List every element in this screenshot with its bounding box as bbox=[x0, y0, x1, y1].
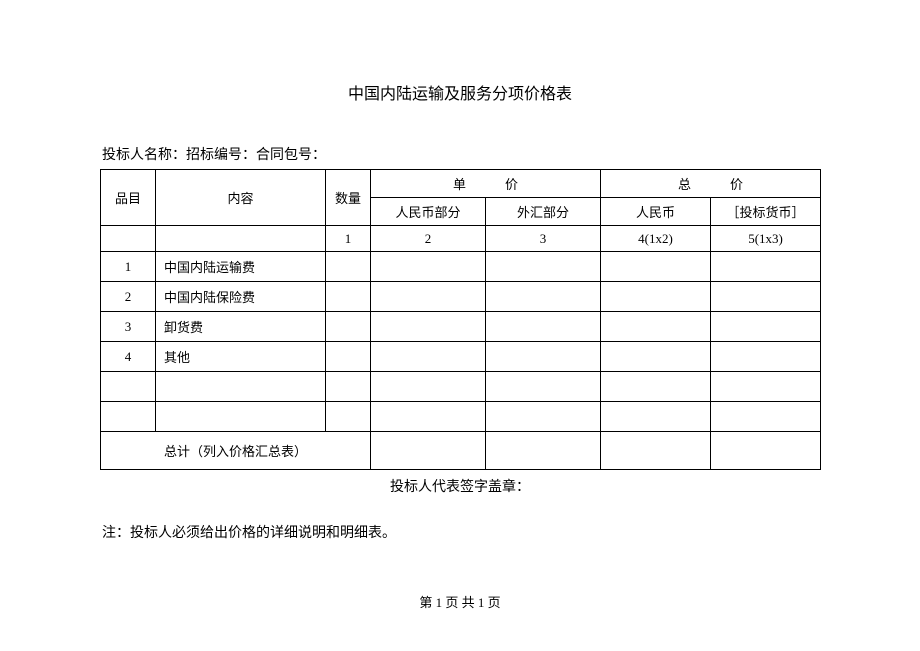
header-content: 内容 bbox=[156, 170, 326, 226]
row-total-rmb bbox=[601, 252, 711, 282]
row-total-bid bbox=[711, 372, 821, 402]
table-row: 2 中国内陆保险费 bbox=[101, 282, 821, 312]
row-qty bbox=[326, 402, 371, 432]
table-row: 4 其他 bbox=[101, 342, 821, 372]
header-unit-rmb: 人民币部分 bbox=[371, 198, 486, 226]
table-row bbox=[101, 402, 821, 432]
row-qty bbox=[326, 372, 371, 402]
total-unit-rmb bbox=[371, 432, 486, 470]
total-unit-fx bbox=[486, 432, 601, 470]
header-unit-price: 单 价 bbox=[371, 170, 601, 198]
signature-line: 投标人代表签字盖章： bbox=[100, 476, 820, 496]
subcol-total-rmb: 4(1x2) bbox=[601, 226, 711, 252]
row-total-rmb bbox=[601, 312, 711, 342]
row-total-rmb bbox=[601, 282, 711, 312]
row-total-bid bbox=[711, 282, 821, 312]
row-content: 中国内陆保险费 bbox=[156, 282, 326, 312]
row-idx bbox=[101, 402, 156, 432]
subcol-total-bid: 5(1x3) bbox=[711, 226, 821, 252]
row-unit-fx bbox=[486, 282, 601, 312]
row-content bbox=[156, 372, 326, 402]
page-footer: 第 1 页 共 1 页 bbox=[0, 592, 920, 611]
subcol-qty: 1 bbox=[326, 226, 371, 252]
row-unit-rmb bbox=[371, 402, 486, 432]
row-idx: 2 bbox=[101, 282, 156, 312]
table-row: 3 卸货费 bbox=[101, 312, 821, 342]
row-content: 中国内陆运输费 bbox=[156, 252, 326, 282]
row-qty bbox=[326, 252, 371, 282]
row-unit-fx bbox=[486, 342, 601, 372]
price-table: 品目 内容 数量 单 价 总 价 人民币部分 外汇部分 人民币 ［投标货币］ 1… bbox=[100, 169, 821, 470]
row-total-bid bbox=[711, 342, 821, 372]
row-qty bbox=[326, 342, 371, 372]
header-unit-fx: 外汇部分 bbox=[486, 198, 601, 226]
row-unit-rmb bbox=[371, 312, 486, 342]
header-row-3: 1 2 3 4(1x2) 5(1x3) bbox=[101, 226, 821, 252]
row-total-bid bbox=[711, 312, 821, 342]
total-total-rmb bbox=[601, 432, 711, 470]
header-total-rmb: 人民币 bbox=[601, 198, 711, 226]
row-unit-fx bbox=[486, 312, 601, 342]
page-container: 中国内陆运输及服务分项价格表 投标人名称：招标编号：合同包号： 品目 内容 数量… bbox=[0, 0, 920, 542]
row-total-rmb bbox=[601, 372, 711, 402]
info-line: 投标人名称：招标编号：合同包号： bbox=[100, 144, 820, 164]
subhead-blank1 bbox=[101, 226, 156, 252]
row-content bbox=[156, 402, 326, 432]
row-total-rmb bbox=[601, 402, 711, 432]
table-row: 1 中国内陆运输费 bbox=[101, 252, 821, 282]
row-idx bbox=[101, 372, 156, 402]
header-row-1: 品目 内容 数量 单 价 总 价 bbox=[101, 170, 821, 198]
row-unit-fx bbox=[486, 402, 601, 432]
document-title: 中国内陆运输及服务分项价格表 bbox=[100, 80, 820, 104]
row-total-bid bbox=[711, 252, 821, 282]
table-row bbox=[101, 372, 821, 402]
total-label: 总计（列入价格汇总表） bbox=[101, 432, 371, 470]
header-item: 品目 bbox=[101, 170, 156, 226]
row-total-bid bbox=[711, 402, 821, 432]
row-idx: 4 bbox=[101, 342, 156, 372]
subcol-unit-rmb: 2 bbox=[371, 226, 486, 252]
row-unit-rmb bbox=[371, 342, 486, 372]
row-content: 卸货费 bbox=[156, 312, 326, 342]
header-qty: 数量 bbox=[326, 170, 371, 226]
row-idx: 1 bbox=[101, 252, 156, 282]
row-total-rmb bbox=[601, 342, 711, 372]
row-idx: 3 bbox=[101, 312, 156, 342]
header-total-price: 总 价 bbox=[601, 170, 821, 198]
row-qty bbox=[326, 312, 371, 342]
row-unit-fx bbox=[486, 372, 601, 402]
row-unit-rmb bbox=[371, 282, 486, 312]
row-unit-fx bbox=[486, 252, 601, 282]
subhead-blank2 bbox=[156, 226, 326, 252]
row-content: 其他 bbox=[156, 342, 326, 372]
row-qty bbox=[326, 282, 371, 312]
note-line: 注：投标人必须给出价格的详细说明和明细表。 bbox=[100, 522, 820, 542]
row-unit-rmb bbox=[371, 252, 486, 282]
subcol-unit-fx: 3 bbox=[486, 226, 601, 252]
total-row: 总计（列入价格汇总表） bbox=[101, 432, 821, 470]
row-unit-rmb bbox=[371, 372, 486, 402]
total-total-bid bbox=[711, 432, 821, 470]
header-total-bid: ［投标货币］ bbox=[711, 198, 821, 226]
